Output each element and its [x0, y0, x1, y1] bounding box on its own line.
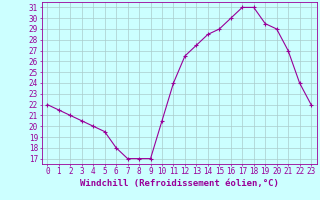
X-axis label: Windchill (Refroidissement éolien,°C): Windchill (Refroidissement éolien,°C)	[80, 179, 279, 188]
